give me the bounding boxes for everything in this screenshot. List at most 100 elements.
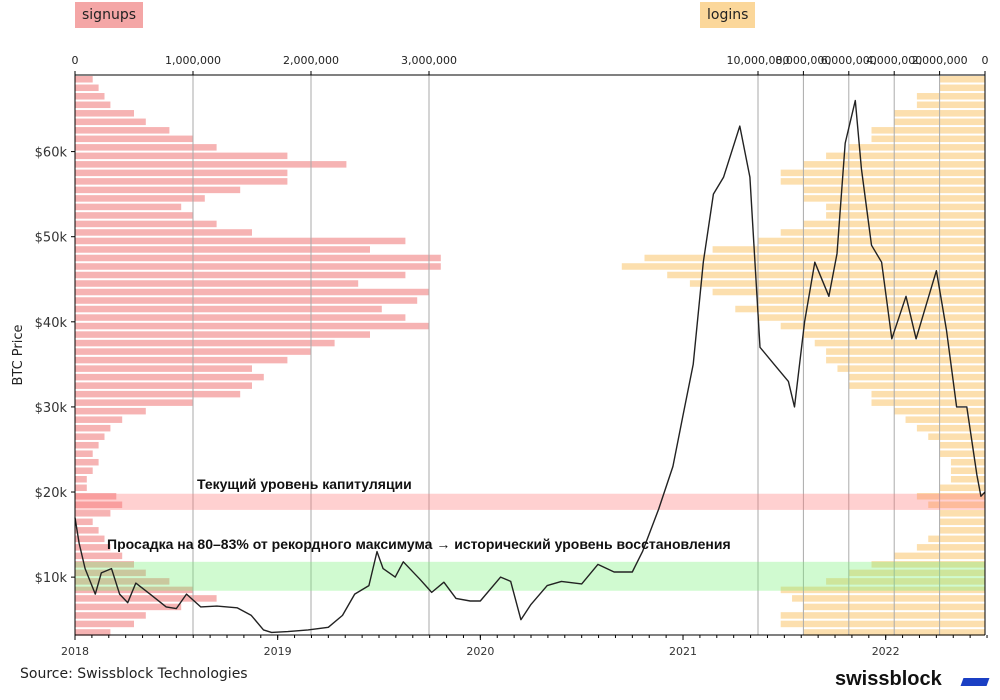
signups-bar <box>75 169 288 177</box>
signups-bar <box>75 280 359 287</box>
btc-price-line <box>74 99 986 634</box>
logins-bar <box>928 535 985 543</box>
signups-bar <box>75 135 193 143</box>
y-tick-label: $60k <box>35 146 68 161</box>
signups-bar <box>75 246 370 253</box>
logins-bar <box>928 433 985 440</box>
logins-bar <box>916 93 985 100</box>
signups-bar <box>75 263 441 270</box>
y-tick-label: $30k <box>35 401 68 416</box>
logins-tick-label: 2,000,000 <box>912 54 968 67</box>
signups-bar <box>75 288 429 296</box>
signups-bar <box>75 612 146 619</box>
logins-bar <box>848 569 985 577</box>
logins-bar <box>939 510 985 517</box>
signups-bar <box>75 203 182 211</box>
logins-bar <box>848 373 985 381</box>
logins-bar <box>826 212 985 219</box>
signups-bar <box>75 450 93 457</box>
logins-tick-label: 6,000,000 <box>821 54 877 67</box>
signups-bar <box>75 544 111 551</box>
logins-tick-label: 10,000,000 <box>727 54 790 67</box>
logins-bar <box>792 595 985 602</box>
logins-bar <box>667 271 985 279</box>
signups-bar <box>75 127 170 134</box>
signups-bar <box>75 518 93 526</box>
signups-bar <box>75 110 134 117</box>
signups-bar <box>75 271 406 279</box>
logins-bar <box>826 203 985 211</box>
logins-bar <box>905 416 985 423</box>
logo-mark-icon <box>960 678 990 686</box>
logins-bar <box>939 76 985 83</box>
logins-bar <box>871 399 985 406</box>
logins-bar <box>950 476 985 483</box>
signups-bar <box>75 629 111 636</box>
y-tick-label: $40k <box>35 316 68 331</box>
logins-bar <box>916 101 985 109</box>
logins-bar <box>780 322 985 330</box>
signups-bar <box>75 152 288 160</box>
signups-tick-label: 2,000,000 <box>283 54 339 67</box>
logins-bar <box>758 314 985 321</box>
band-capitulation <box>75 493 985 510</box>
signups-bar <box>75 595 217 602</box>
signups-bar <box>75 356 288 364</box>
signups-bar <box>75 552 123 560</box>
signups-bar <box>75 331 370 338</box>
y-tick-label: $20k <box>35 486 68 501</box>
y-axis-label: BTC Price <box>11 324 26 385</box>
signups-bar <box>75 578 170 585</box>
signups-tick-label: 3,000,000 <box>401 54 457 67</box>
logins-bar <box>735 305 985 313</box>
logins-bar <box>780 178 985 185</box>
signups-bar <box>75 416 123 423</box>
signups-bar <box>75 195 205 202</box>
signups-bar <box>75 476 87 483</box>
logins-tick-label: 8,000,000 <box>775 54 831 67</box>
logins-bar <box>939 84 985 92</box>
logins-bar <box>871 135 985 143</box>
signups-bar <box>75 424 111 432</box>
signups-bar <box>75 484 87 492</box>
logins-bar <box>780 169 985 177</box>
signups-bar <box>75 501 123 509</box>
logins-bar <box>916 544 985 551</box>
logins-bar <box>871 127 985 134</box>
logins-bar <box>780 586 985 594</box>
y-tick-label: $10k <box>35 571 68 586</box>
band-recovery <box>75 561 985 591</box>
logins-bar <box>950 458 985 466</box>
signups-bar <box>75 620 134 628</box>
signups-bar <box>75 212 193 219</box>
signups-bar <box>75 186 241 194</box>
signups-bar <box>75 510 111 517</box>
signups-bar <box>75 314 406 321</box>
signups-bar <box>75 373 264 381</box>
signups-bar <box>75 322 429 330</box>
legend-logins: logins <box>700 2 756 28</box>
logins-bar <box>826 348 985 355</box>
logins-bar <box>780 612 985 619</box>
logins-bar <box>814 339 985 347</box>
signups-bar <box>75 237 406 245</box>
logins-bar <box>871 561 985 568</box>
signups-bar <box>75 407 146 415</box>
signups-bar <box>75 441 99 449</box>
signups-tick-label: 1,000,000 <box>165 54 221 67</box>
signups-bar <box>75 305 382 313</box>
signups-bar <box>75 339 335 347</box>
signups-bar <box>75 254 441 262</box>
signups-bar <box>75 535 105 543</box>
signups-bar <box>75 458 99 466</box>
signups-bar <box>75 399 193 406</box>
signups-bar <box>75 603 182 611</box>
logins-bar <box>871 390 985 398</box>
signups-bar <box>75 101 111 109</box>
logins-bar <box>826 356 985 364</box>
logins-bar <box>837 365 985 372</box>
signups-bar <box>75 93 105 100</box>
signups-bar <box>75 118 146 126</box>
